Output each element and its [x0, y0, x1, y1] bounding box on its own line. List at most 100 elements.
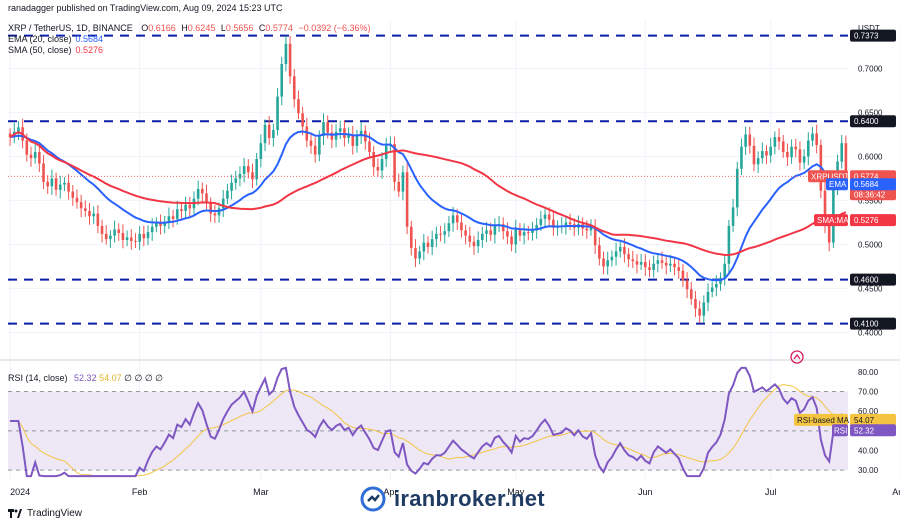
candle-body — [167, 216, 171, 222]
sma-name-tag: SMA:MA — [814, 214, 849, 227]
candle-body — [104, 233, 108, 240]
candle-body — [380, 159, 384, 171]
footer-brand-text: TradingView — [27, 508, 83, 519]
candle-body — [844, 143, 848, 177]
candle-body — [150, 226, 154, 233]
candle-body — [731, 207, 735, 226]
candle-body — [472, 241, 476, 247]
published-text: ranadagger published on TradingView.com,… — [8, 3, 283, 13]
level-price-tag-bg — [850, 273, 896, 286]
rsi-tick-label: 60.00 — [858, 407, 879, 416]
candle-body — [547, 214, 551, 220]
candle-body — [447, 223, 451, 232]
symbol-line: XRP / TetherUS, 1D, BINANCE — [8, 23, 133, 33]
rsi-name-text: RSI — [834, 426, 847, 435]
candle-body — [756, 158, 760, 165]
level-price-tag-bg — [850, 317, 896, 330]
ohlc-close: 0.5774 — [265, 23, 293, 33]
candle-body — [706, 291, 710, 303]
ema-legend[interactable]: EMA (20, close) 0.5684 — [8, 34, 103, 45]
time-tick-label: Aug — [892, 487, 900, 497]
candle-body — [451, 215, 455, 224]
level-price-tag-text: 0.7373 — [854, 32, 879, 41]
candle-body — [196, 188, 200, 199]
candle-body — [297, 99, 300, 114]
candle-body — [376, 166, 380, 171]
moving-averages — [9, 130, 847, 282]
candle-body — [79, 202, 83, 209]
candle-body — [664, 262, 668, 266]
candle-body — [347, 134, 350, 138]
sma-value-tag: 0.5276 — [850, 214, 896, 227]
candle-body — [292, 76, 296, 100]
candle-body — [781, 141, 785, 152]
candle-body — [301, 113, 304, 127]
rsi-value-tag: 52.32 — [850, 424, 896, 437]
candle-body — [418, 251, 421, 259]
candle-body — [25, 140, 29, 155]
candle-body — [811, 133, 814, 141]
candle-body — [247, 166, 250, 173]
price-tick-label: 0.4000 — [858, 328, 883, 337]
ema-value-tag-text: 0.5684 — [854, 180, 879, 189]
candle-body — [798, 149, 802, 163]
candle-body — [794, 146, 798, 150]
rsi-value-tag-bg — [850, 424, 896, 437]
candle-body — [740, 146, 743, 169]
candle-body — [602, 258, 605, 267]
candle-body — [715, 284, 718, 288]
candle-body — [631, 259, 635, 262]
candle-body — [673, 263, 676, 268]
candle-body — [644, 262, 647, 268]
rsi-ma-legend-value: 54.07 — [99, 373, 122, 383]
candle-body — [652, 263, 655, 270]
candle-body — [326, 122, 329, 133]
replay-icon — [790, 350, 804, 364]
candle-body — [614, 251, 618, 257]
footer-brand[interactable]: TradingView — [8, 508, 82, 519]
candle-body — [698, 308, 701, 316]
candle-body — [539, 218, 543, 226]
candle-body — [75, 197, 79, 203]
candle-body — [201, 188, 204, 194]
sma-legend-value: 0.5276 — [75, 45, 104, 55]
candle-body — [677, 267, 681, 271]
candle-body — [46, 181, 49, 187]
rsi-name-bg — [832, 424, 848, 437]
candle-body — [359, 130, 363, 137]
candle-body — [422, 242, 426, 252]
candle-body — [100, 225, 104, 234]
rsi-legend[interactable]: RSI (14, close) 52.32 54.07 ∅ ∅ ∅ ∅ — [8, 373, 163, 384]
candle-body — [129, 237, 133, 241]
watermark-text: iranbroker.net — [394, 486, 545, 511]
candle-body — [334, 131, 338, 140]
candle-body — [623, 247, 626, 255]
candle-body — [163, 221, 167, 226]
time-tick-label: May — [507, 487, 525, 497]
horizontal-levels — [8, 34, 848, 325]
candle-body — [284, 43, 288, 64]
candle-body — [42, 163, 45, 182]
price-tick-label: 0.5000 — [858, 240, 883, 249]
candle-body — [694, 298, 697, 309]
candle-body — [305, 126, 309, 141]
sma-legend[interactable]: SMA (50, close) 0.5276 — [8, 45, 103, 56]
symbol-legend[interactable]: XRP / TetherUS, 1D, BINANCE O0.6166 H0.6… — [8, 23, 371, 34]
sma-name-bg — [814, 214, 848, 227]
candle-body — [29, 154, 33, 159]
replay-icon-mark — [793, 353, 801, 360]
candle-body — [669, 263, 672, 266]
candle-body — [8, 133, 12, 138]
candle-body — [815, 133, 818, 145]
time-tick-label: Feb — [132, 487, 148, 497]
time-tick-label: 2024 — [10, 487, 30, 497]
rsi-ma-value-tag-text: 54.07 — [854, 416, 875, 425]
replay-icon-ring — [790, 350, 804, 364]
candle-body — [598, 245, 601, 259]
candle-body — [405, 172, 409, 227]
time-tick-label: Mar — [253, 487, 269, 497]
candle-body — [372, 152, 375, 167]
candle-body — [338, 128, 342, 132]
